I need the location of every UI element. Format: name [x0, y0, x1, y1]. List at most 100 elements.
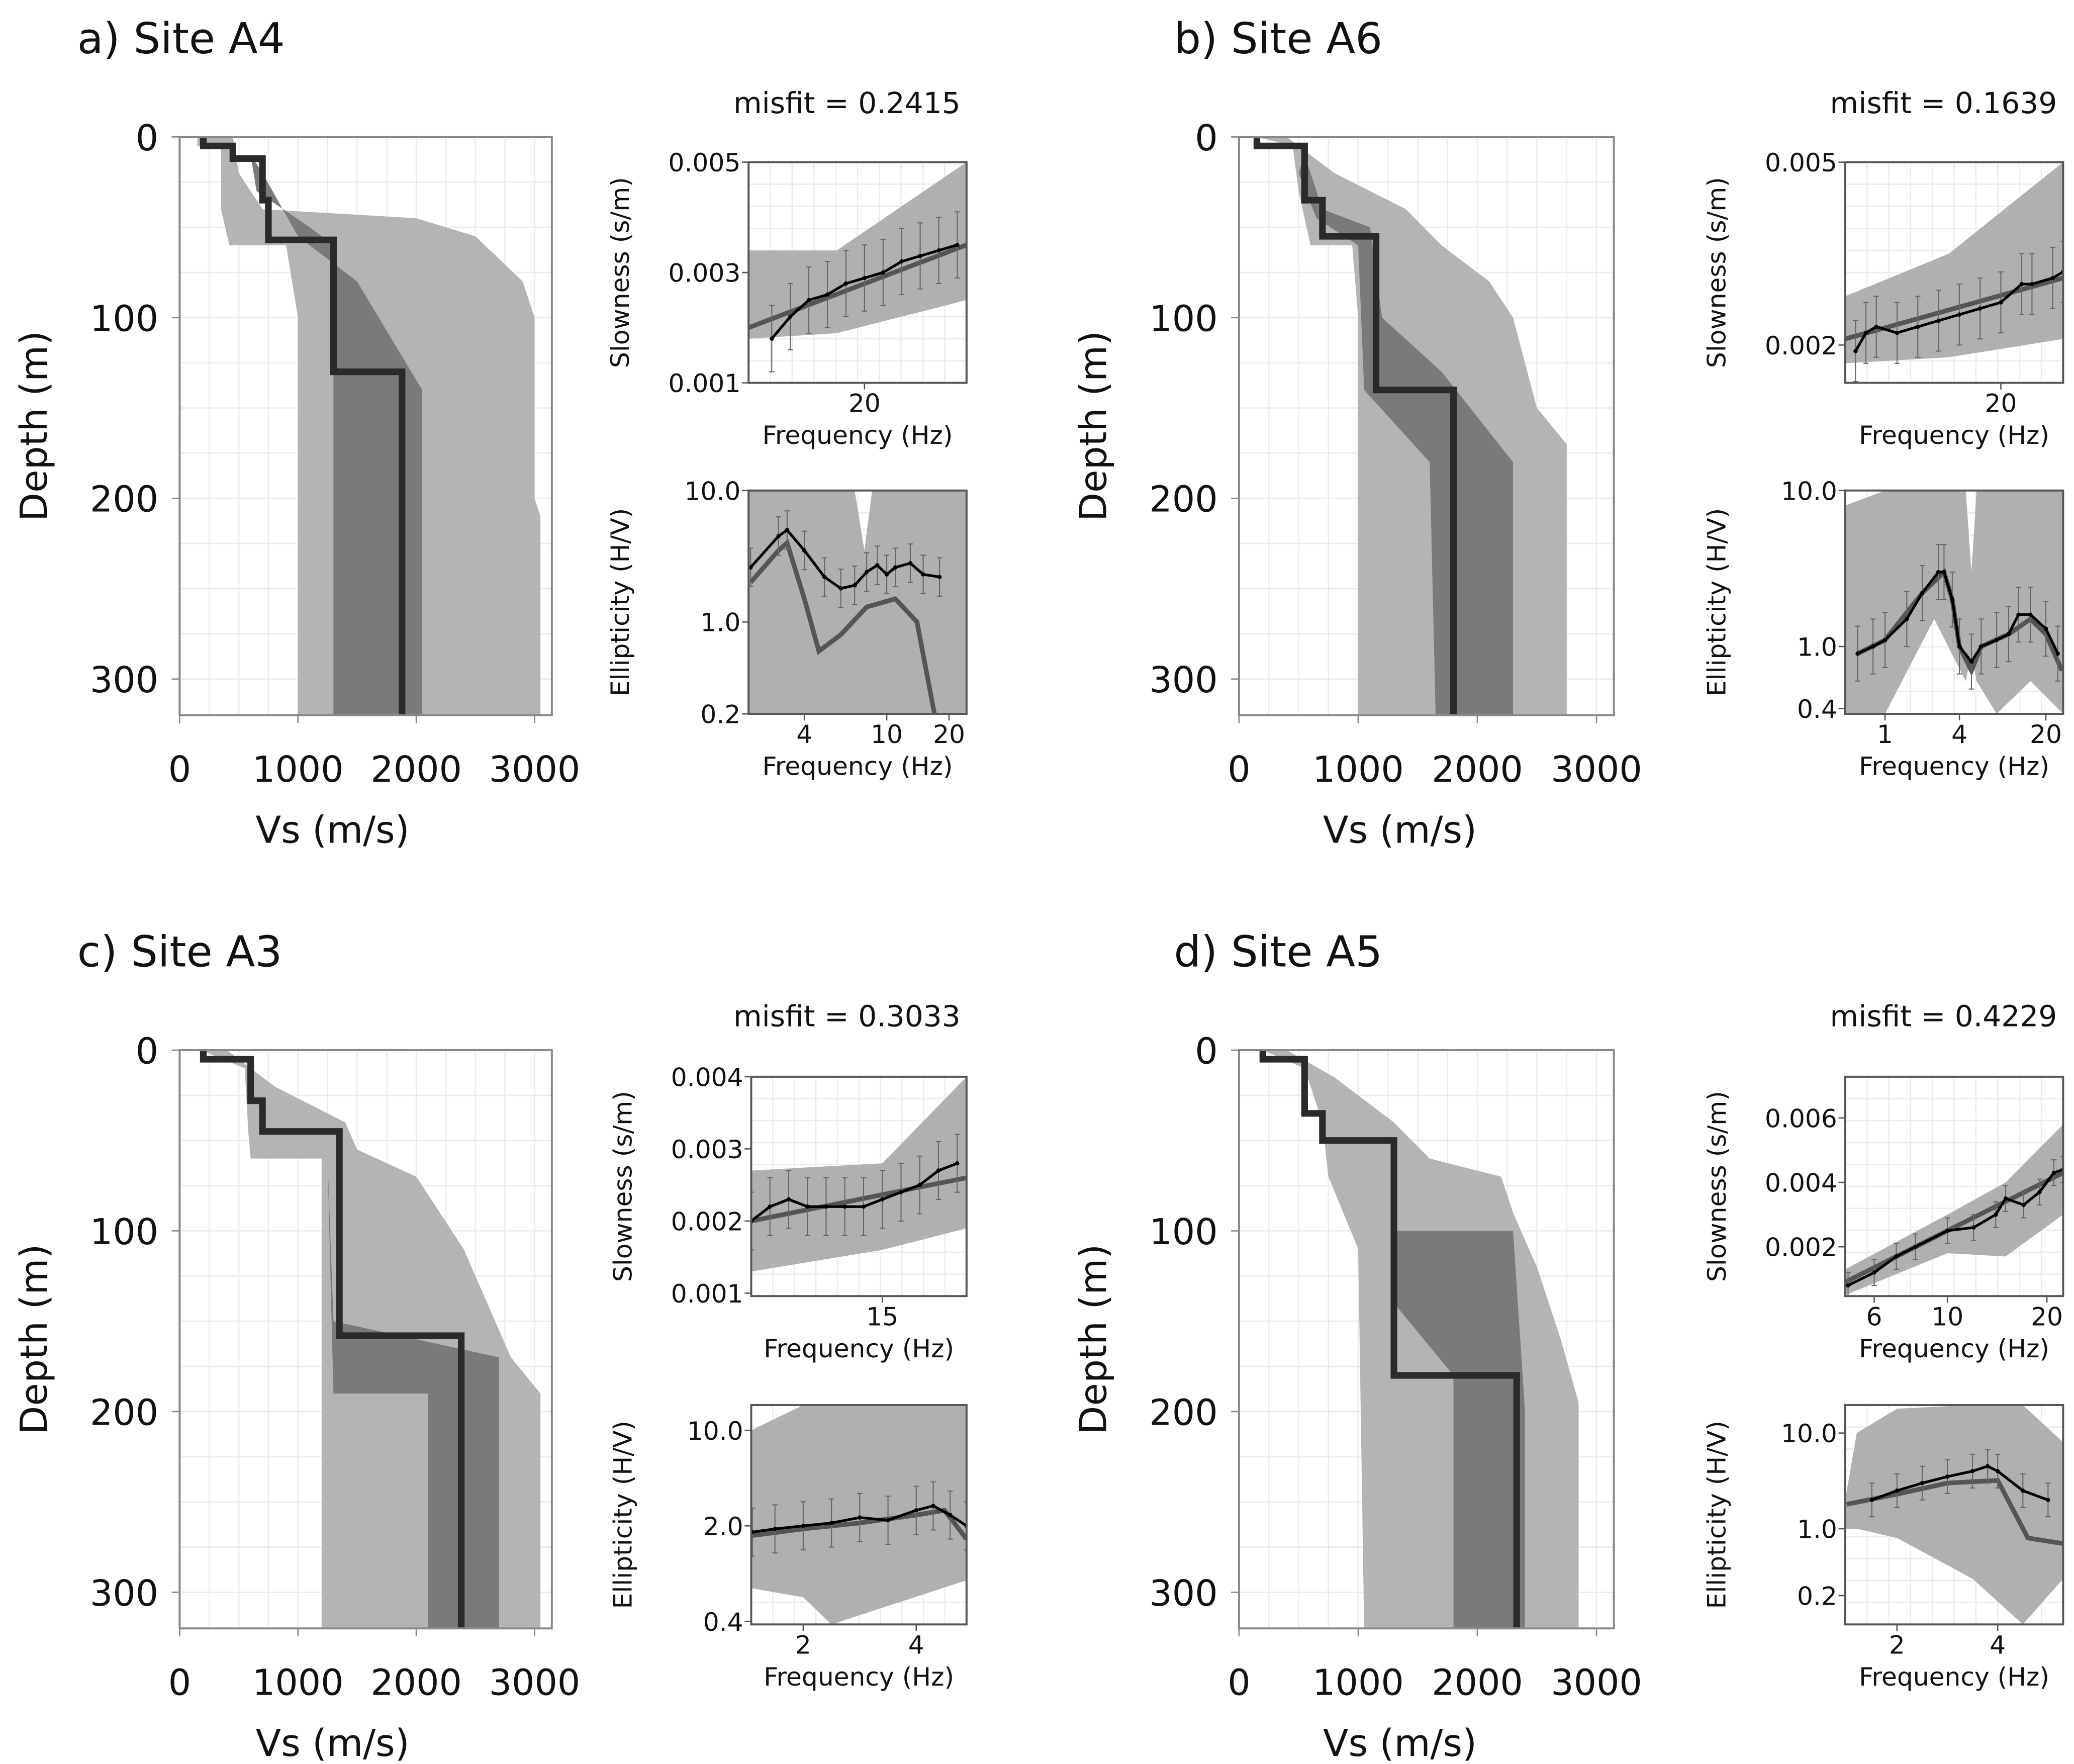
observed-point — [917, 1182, 922, 1187]
model-band — [751, 1076, 967, 1272]
y-tick-label: 100 — [1149, 298, 1217, 339]
x-tick-label: 2 — [1889, 1630, 1905, 1660]
observed-point — [1994, 637, 1999, 642]
velocity-profile-plot: 0 1000 2000 3000 0 100 200 300 Vs (m/s) Depth (m) — [13, 117, 580, 852]
velocity-profile-plot: 0 1000 2000 3000 0 100 200 300 Vs (m/s) Depth (m) — [1072, 1030, 1642, 1764]
observed-point — [1971, 1225, 1976, 1230]
x-axis-label: Frequency (Hz) — [1859, 752, 2049, 781]
observed-point — [1979, 644, 1984, 649]
observed-point — [936, 1168, 941, 1173]
y-tick-label: 1.0 — [1797, 632, 1837, 662]
observed-point — [2051, 1170, 2056, 1175]
misfit-label: misfit = 0.2415 — [733, 86, 961, 120]
x-tick-label: 2000 — [1432, 749, 1523, 790]
observed-point — [824, 1204, 828, 1209]
good-models-band — [250, 155, 422, 715]
observed-point — [937, 575, 942, 579]
y-tick-label: 0.004 — [1765, 1168, 1837, 1198]
best-model-curve — [748, 242, 967, 330]
observed-point — [829, 1521, 834, 1525]
observed-point — [1895, 1489, 1900, 1493]
observed-point — [1920, 1480, 1925, 1486]
plot-frame — [750, 1404, 968, 1626]
observed-point — [1942, 570, 1946, 575]
x-tick-label: 0 — [168, 749, 191, 790]
observed-point — [875, 563, 880, 568]
misfit-label: misfit = 0.1639 — [1830, 86, 2057, 120]
x-axis-label: Vs (m/s) — [1323, 808, 1477, 852]
observed-point — [955, 1161, 960, 1166]
observed-point — [1957, 312, 1962, 317]
observed-point — [1872, 1270, 1876, 1275]
x-axis-label: Frequency (Hz) — [1859, 1662, 2049, 1692]
model-band — [1845, 1405, 2063, 1625]
x-tick-label: 3000 — [489, 1661, 581, 1703]
observed-point — [862, 275, 867, 281]
observed-point — [899, 259, 904, 264]
y-tick-label: 0.003 — [671, 1135, 743, 1164]
best-model-line — [200, 137, 406, 715]
plot-frame — [1844, 489, 2064, 715]
observed-point — [2050, 275, 2055, 281]
observed-point — [1936, 318, 1941, 323]
observed-point — [899, 1190, 903, 1194]
y-tick-label: 0.001 — [669, 368, 741, 398]
observed-point — [880, 1197, 885, 1202]
observed-point — [936, 248, 941, 253]
y-tick-label: 100 — [90, 298, 158, 339]
y-tick-label: 200 — [1149, 479, 1217, 520]
y-tick-label: 0 — [1195, 117, 1217, 159]
x-tick-label: 10 — [1931, 1302, 1963, 1331]
observed-point — [801, 1524, 806, 1528]
observed-point — [858, 1515, 862, 1520]
misfit-label: misfit = 0.4229 — [1830, 999, 2057, 1033]
x-tick-label: 0 — [1228, 749, 1250, 790]
x-axis-label: Frequency (Hz) — [1859, 1334, 2049, 1363]
observed-point — [788, 314, 793, 319]
slowness-plot: 20 0.001 0.003 0.005 Frequency (Hz) Slowness … — [605, 148, 968, 450]
observed-point — [1985, 1464, 1990, 1468]
observed-point — [1905, 617, 1909, 621]
panel-title: d) Site A5 — [1174, 926, 1382, 976]
y-tick-label: 0.005 — [669, 148, 741, 177]
plot-frame — [747, 489, 968, 715]
observed-curve — [1847, 1168, 2063, 1287]
velocity-profile-plot: 0 1000 2000 3000 0 100 200 300 Vs (m/s) Depth (m) — [13, 1030, 580, 1764]
observed-point — [1995, 1469, 2000, 1473]
y-tick-label: 10.0 — [1781, 476, 1837, 506]
observed-point — [776, 534, 781, 538]
good-models-band — [327, 1158, 499, 1629]
good-models-band — [1394, 1231, 1525, 1629]
x-axis-label: Frequency (Hz) — [764, 1334, 954, 1363]
y-tick-label: 0.003 — [669, 258, 741, 288]
y-tick-label: 0 — [136, 1030, 158, 1072]
y-tick-label: 1.0 — [1797, 1515, 1837, 1544]
x-tick-label: 2 — [795, 1630, 811, 1660]
y-tick-label: 2.0 — [703, 1512, 743, 1541]
observed-point — [2021, 1489, 2025, 1493]
observed-point — [802, 548, 807, 553]
misfit-label: misfit = 0.3033 — [733, 999, 961, 1033]
x-tick-label: 4 — [1951, 719, 1967, 749]
observed-point — [2043, 626, 2048, 631]
plot-frame — [1844, 1404, 2064, 1626]
y-tick-label: 1.0 — [700, 608, 740, 637]
observed-point — [786, 1197, 791, 1202]
x-tick-label: 1000 — [252, 1661, 344, 1703]
observed-point — [770, 336, 774, 341]
observed-point — [918, 253, 922, 258]
y-axis-label: Slowness (s/m) — [1702, 1091, 1732, 1282]
observed-point — [1853, 349, 1858, 353]
observed-point — [1950, 597, 1955, 602]
x-tick-label: 1000 — [1312, 749, 1404, 790]
velocity-profile-plot: 0 1000 2000 3000 0 100 200 300 Vs (m/s) Depth (m) — [1072, 117, 1642, 852]
observed-point — [806, 298, 811, 303]
observed-point — [861, 1204, 866, 1209]
ellipticity-plot: 2 4 0.4 2.0 10.0 Frequency (Hz) Ellipticity (H… — [608, 1404, 968, 1692]
model-band — [1845, 162, 2063, 363]
observed-point — [864, 570, 869, 575]
x-tick-label: 20 — [933, 719, 965, 749]
model-band — [748, 162, 967, 339]
x-tick-label: 1000 — [252, 749, 344, 790]
